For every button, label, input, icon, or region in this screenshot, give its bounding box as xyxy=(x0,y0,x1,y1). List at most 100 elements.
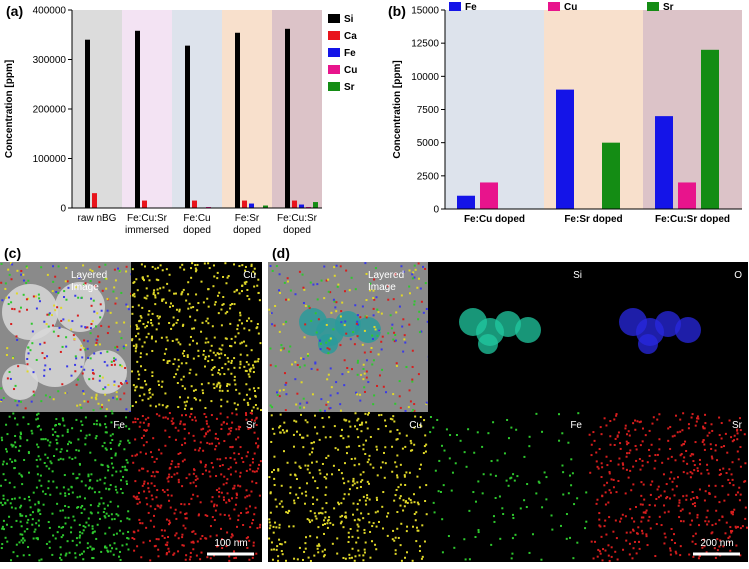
map-dot xyxy=(328,516,330,518)
map-dot xyxy=(14,460,16,462)
map-dot xyxy=(8,516,10,518)
map-dot xyxy=(199,447,201,449)
map-dot xyxy=(76,544,78,546)
map-dot xyxy=(187,397,189,399)
map-dot xyxy=(669,448,671,450)
map-dot xyxy=(432,427,434,429)
map-dot xyxy=(387,512,389,514)
map-dot xyxy=(372,403,374,405)
map-dot xyxy=(153,289,155,291)
map-dot xyxy=(14,486,16,488)
map-dot xyxy=(116,491,118,493)
map-dot xyxy=(189,558,191,560)
map-dot xyxy=(362,378,364,380)
map-dot xyxy=(107,332,109,334)
map-dot xyxy=(14,308,16,310)
map-dot xyxy=(660,495,662,497)
map-dot xyxy=(373,314,375,316)
map-dot xyxy=(478,531,480,533)
map-dot xyxy=(202,322,204,324)
map-dot xyxy=(38,502,40,504)
map-dot xyxy=(538,481,540,483)
map-dot xyxy=(274,305,276,307)
map-dot xyxy=(49,396,51,398)
map-dot xyxy=(92,525,94,527)
map-dot xyxy=(107,505,109,507)
map-dot xyxy=(613,486,615,488)
map-dot xyxy=(65,299,67,301)
map-dot xyxy=(184,513,186,515)
map-dot xyxy=(5,424,7,426)
map-dot xyxy=(592,431,594,433)
map-dot xyxy=(225,282,227,284)
map-dot xyxy=(634,420,636,422)
map-dot xyxy=(695,533,697,535)
map-dot xyxy=(375,511,377,513)
map-dot xyxy=(404,557,406,559)
map-dot xyxy=(84,526,86,528)
map-dot xyxy=(178,310,180,312)
map-dot xyxy=(80,430,82,432)
scale-bar-label: 100 nm xyxy=(214,538,247,549)
map-dot xyxy=(404,505,406,507)
map-dot xyxy=(202,354,204,356)
map-dot xyxy=(290,486,292,488)
map-dot xyxy=(601,536,603,538)
map-dot xyxy=(376,449,378,451)
map-dot xyxy=(162,417,164,419)
map-dot xyxy=(60,559,62,561)
map-dot xyxy=(124,469,126,471)
map-dot xyxy=(132,282,134,284)
map-dot xyxy=(271,549,273,551)
map-dot xyxy=(364,532,366,534)
map-dot xyxy=(231,338,233,340)
map-dot xyxy=(433,502,435,504)
legend-swatch xyxy=(328,65,340,74)
map-dot xyxy=(146,353,148,355)
map-dot xyxy=(399,395,401,397)
bar xyxy=(701,50,719,209)
map-dot xyxy=(501,507,503,509)
map-dot xyxy=(671,539,673,541)
map-dot xyxy=(37,538,39,540)
map-dot xyxy=(377,510,379,512)
map-dot xyxy=(14,441,16,443)
map-dot xyxy=(309,521,311,523)
map-dot xyxy=(81,356,83,358)
map-dot xyxy=(57,335,59,337)
map-dot xyxy=(283,450,285,452)
map-dot xyxy=(183,545,185,547)
map-dot xyxy=(16,339,18,341)
map-dot xyxy=(715,510,717,512)
map-dot xyxy=(363,444,365,446)
map-dot xyxy=(367,427,369,429)
map-dot xyxy=(80,420,82,422)
map-dot xyxy=(495,497,497,499)
map-dot xyxy=(325,494,327,496)
map-dot xyxy=(325,342,327,344)
map-dot xyxy=(10,559,12,561)
map-dot xyxy=(237,485,239,487)
map-dot xyxy=(611,478,613,480)
map-dot xyxy=(293,434,295,436)
map-dot xyxy=(732,440,734,442)
map-dot xyxy=(84,443,86,445)
map-dot xyxy=(70,328,72,330)
map-dot xyxy=(650,527,652,529)
map-dot xyxy=(0,502,2,504)
map-dot xyxy=(132,268,134,270)
map-dot xyxy=(54,309,56,311)
map-dot xyxy=(492,421,494,423)
map-dot xyxy=(175,439,177,441)
map-dot xyxy=(631,517,633,519)
map-dot xyxy=(119,398,121,400)
map-dot xyxy=(311,451,313,453)
map-dot xyxy=(642,504,644,506)
map-dot xyxy=(158,449,160,451)
map-dot xyxy=(362,305,364,307)
map-dot xyxy=(33,371,35,373)
map-dot xyxy=(397,486,399,488)
map-dot xyxy=(52,434,54,436)
